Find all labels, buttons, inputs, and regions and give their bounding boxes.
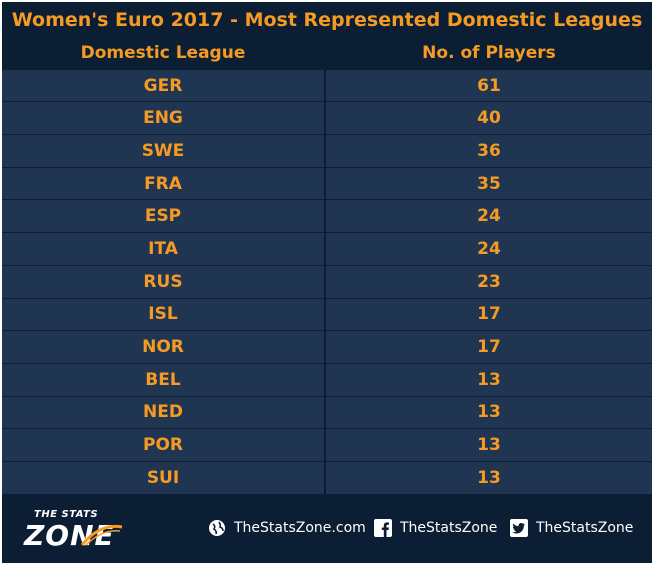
league-cell: NED <box>2 396 326 429</box>
website-link[interactable]: TheStatsZone.com <box>208 519 366 537</box>
league-cell: ISL <box>2 298 326 331</box>
facebook-link[interactable]: TheStatsZone <box>374 519 497 537</box>
table-row: ISL 17 <box>2 298 652 332</box>
chart-title: Women's Euro 2017 - Most Represented Dom… <box>2 2 652 37</box>
players-cell: 17 <box>477 337 501 358</box>
league-cell: POR <box>2 429 326 461</box>
twitter-icon <box>510 519 528 537</box>
website-text: TheStatsZone.com <box>234 520 366 536</box>
table-row: ENG 40 <box>2 102 652 136</box>
table-row: FRA 35 <box>2 167 652 201</box>
globe-icon <box>209 520 225 536</box>
twitter-text: TheStatsZone <box>536 520 634 536</box>
league-cell: FRA <box>2 167 326 200</box>
table-row: NED 13 <box>2 396 652 430</box>
players-cell: 36 <box>477 140 501 161</box>
players-cell: 35 <box>477 173 501 194</box>
players-cell: 13 <box>477 369 501 390</box>
league-cell: ITA <box>2 233 326 265</box>
column-header-players: No. of Players <box>422 42 556 63</box>
players-cell: 61 <box>477 75 501 96</box>
table-row: POR 13 <box>2 429 652 462</box>
column-header-league: Domestic League <box>2 37 326 69</box>
facebook-icon <box>374 519 392 537</box>
logo-top-text: THE STATS <box>34 509 99 520</box>
league-cell: ENG <box>2 102 326 135</box>
players-cell: 13 <box>477 467 501 488</box>
league-cell: SUI <box>2 461 326 494</box>
players-cell: 13 <box>477 402 501 423</box>
league-cell: NOR <box>2 331 326 363</box>
table-row: SWE 36 <box>2 135 652 168</box>
logo-swoosh-icon <box>80 524 123 546</box>
league-cell: GER <box>2 69 326 102</box>
table-row: ESP 24 <box>2 200 652 234</box>
the-stats-zone-logo: THE STATS ZONE <box>24 507 144 553</box>
table-body: GER 61 ENG 40 SWE 36 FRA 35 ESP 24 ITA 24 RUS 23 ISL 17… <box>2 69 652 495</box>
table-row: ITA 24 <box>2 233 652 266</box>
table-row: SUI 13 <box>2 461 652 495</box>
league-cell: BEL <box>2 363 326 396</box>
players-cell: 24 <box>477 206 501 227</box>
players-cell: 17 <box>477 304 501 325</box>
table-header-row: Domestic League No. of Players <box>2 37 652 70</box>
players-cell: 23 <box>477 271 501 292</box>
league-cell: ESP <box>2 200 326 233</box>
table-row: RUS 23 <box>2 265 652 299</box>
facebook-text: TheStatsZone <box>400 520 498 536</box>
table-row: BEL 13 <box>2 363 652 397</box>
league-cell: SWE <box>2 135 326 167</box>
players-cell: 24 <box>477 238 501 259</box>
players-cell: 13 <box>477 435 501 456</box>
data-table: Domestic League No. of Players GER 61 ENG 4… <box>2 37 652 495</box>
footer-bar: THE STATS ZONE TheStatsZone.com TheStats… <box>2 495 652 563</box>
twitter-link[interactable]: TheStatsZone <box>510 519 633 537</box>
table-row: NOR 17 <box>2 331 652 364</box>
table-row: GER 61 <box>2 69 652 103</box>
league-cell: RUS <box>2 265 326 298</box>
players-cell: 40 <box>477 108 501 129</box>
